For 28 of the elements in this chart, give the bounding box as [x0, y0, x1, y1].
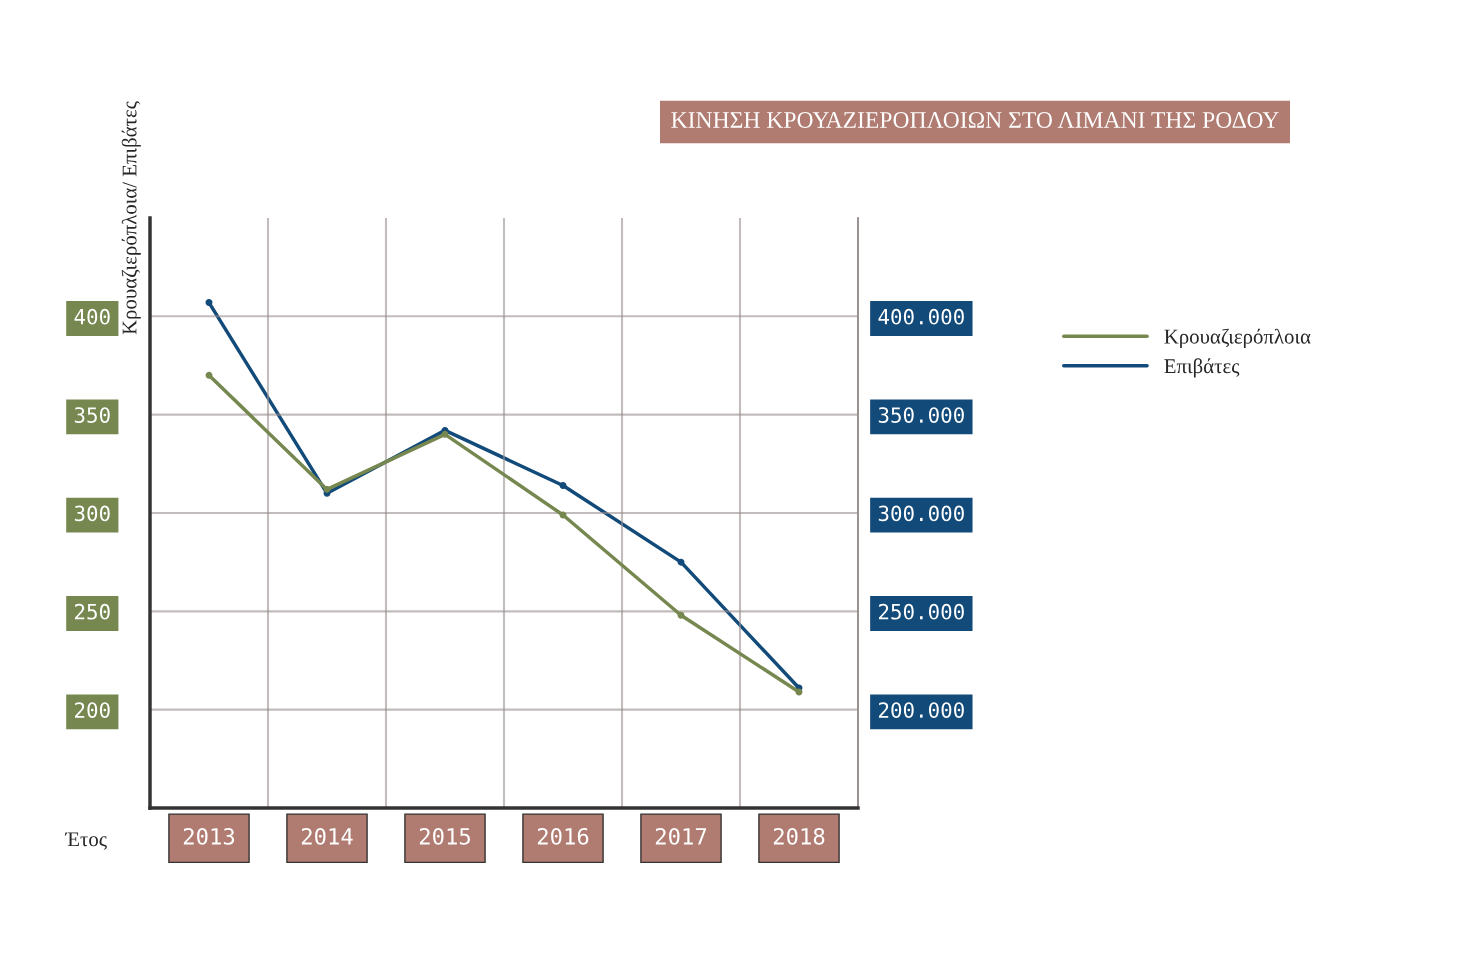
x-tick-label: 2018	[773, 827, 825, 845]
point	[677, 611, 685, 619]
point	[559, 481, 567, 489]
y2-tick-label: 400.000	[878, 308, 964, 325]
y-tick-label: 250	[75, 603, 110, 620]
y2-tick-label: 200.000	[878, 702, 964, 718]
x-tick-label: 2016	[537, 827, 589, 845]
legend-label: Κρουαζιερόπλοια	[1164, 328, 1311, 348]
x-tick-label: 2015	[419, 827, 470, 845]
legend-label: Επιβάτες	[1164, 358, 1240, 378]
x-tick-label: 2013	[183, 827, 235, 845]
text: ΚΙΝΗΣΗ ΚΡΟΥΑΖΙΕΡΟΠΛΟΙΩΝ ΣΤΟ ΛΙΜΑΝΙ ΤΗΣ ΡΟΔΟΥ	[671, 112, 1279, 128]
y2-tick-label: 250.000	[878, 603, 964, 620]
point	[323, 485, 331, 493]
y-tick-label: 400	[74, 308, 110, 325]
y2-tick-label: 300.000	[878, 505, 964, 522]
point	[677, 558, 685, 566]
y2-tick-label: 350.000	[878, 407, 964, 423]
y-tick-label: 200	[75, 702, 110, 718]
point	[205, 371, 213, 379]
x-tick-label: 2017	[655, 827, 707, 845]
y-tick-label: 350	[74, 407, 110, 423]
y-axis-title: Κρουαζιερόπλοια/ Επιβάτες	[121, 101, 141, 335]
x-tick-label: 2014	[301, 827, 353, 845]
point	[441, 430, 449, 438]
point	[205, 299, 213, 307]
y-tick-label: 300	[74, 505, 110, 522]
x-axis-title: Έτος	[64, 832, 107, 850]
